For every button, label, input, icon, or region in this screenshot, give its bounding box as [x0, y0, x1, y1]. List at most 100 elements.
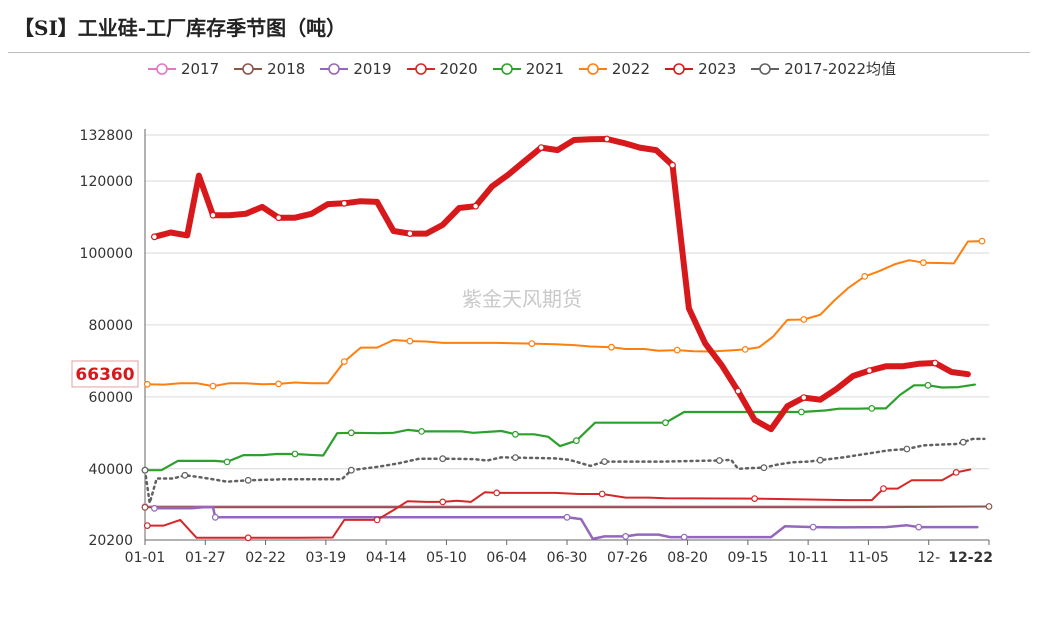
- x-tick-label: 08-20: [667, 550, 708, 566]
- series-point-2021: [924, 381, 932, 389]
- legend-label: 2023: [698, 59, 737, 78]
- series-point-2020: [244, 534, 252, 542]
- series-point-2022: [528, 340, 536, 348]
- x-tick-label: 01-01: [125, 550, 166, 566]
- legend-label: 2022: [611, 59, 651, 78]
- series-point-2022: [978, 237, 986, 245]
- label-layer: 66360: [71, 360, 139, 388]
- legend-swatch-icon: [320, 62, 349, 75]
- series-point-2020: [439, 498, 447, 506]
- series-point-2022: [800, 316, 808, 323]
- series-point-2022: [861, 273, 869, 280]
- series-line-2019: [153, 506, 979, 541]
- x-tick-label: 02-22: [245, 550, 286, 566]
- legend-item-2018[interactable]: 2018: [233, 58, 305, 79]
- series-line-2020: [146, 468, 972, 539]
- legend-swatch-icon: [751, 62, 780, 75]
- title-divider: [8, 52, 1030, 53]
- y-tick-label: 100000: [80, 246, 133, 262]
- series-point-2023: [209, 211, 217, 219]
- series-point-2021: [347, 429, 355, 437]
- chart-title: 【SI】工业硅-工厂库存季节图（吨）: [14, 16, 347, 40]
- series-point-2017-2022: [439, 455, 447, 463]
- x-tick-label: 12-: [917, 550, 940, 566]
- y-tick-label: 20200: [88, 533, 133, 549]
- series-point-2017-2022: [760, 464, 768, 472]
- series-point-2018: [141, 503, 149, 511]
- watermark: 紫金天风期货: [462, 287, 582, 311]
- series-point-2022: [406, 337, 414, 345]
- series-point-2017-2022: [141, 466, 149, 474]
- series-point-2023: [340, 199, 348, 207]
- series-point-2019: [563, 513, 571, 521]
- series-point-2022: [143, 380, 151, 388]
- x-tick-label: 06-30: [547, 550, 588, 566]
- legend-swatch-icon: [147, 62, 176, 75]
- series-point-2023: [472, 202, 480, 210]
- legend-swatch-icon: [492, 62, 521, 75]
- legend-item-2017-2022[interactable]: 2017-2022均值: [750, 58, 896, 79]
- series-point-2019: [211, 513, 219, 521]
- series-point-2017-2022: [347, 466, 355, 474]
- legend-item-2022[interactable]: 2022: [578, 58, 650, 79]
- series-line-2023: [151, 136, 971, 433]
- series-point-2020: [493, 489, 501, 497]
- series-point-2017-2022: [244, 476, 252, 484]
- series-point-2023: [931, 359, 939, 367]
- legend-swatch-icon: [665, 62, 694, 75]
- series-point-2020: [952, 469, 960, 476]
- series-point-2022: [920, 259, 927, 267]
- series-point-2023: [275, 214, 283, 222]
- series-point-2020: [751, 495, 758, 503]
- series-point-2022: [741, 346, 749, 353]
- series-point-2019: [915, 523, 923, 531]
- series-point-2023: [669, 161, 676, 169]
- series-point-2017-2022: [716, 457, 723, 464]
- grid-layer: [145, 134, 989, 470]
- series-point-2023: [734, 387, 742, 395]
- series-point-2021: [223, 458, 231, 466]
- series-point-2018: [985, 503, 993, 510]
- series-point-2017-2022: [601, 458, 608, 466]
- legend-item-2020[interactable]: 2020: [406, 58, 478, 79]
- series-point-2017-2022: [903, 445, 911, 453]
- series-point-2021: [868, 405, 876, 412]
- legend-swatch-icon: [578, 62, 607, 75]
- legend-item-2017[interactable]: 2017: [147, 58, 219, 79]
- x-tick-label: 01-27: [185, 550, 226, 566]
- series-point-2022: [209, 382, 217, 390]
- current-value-label: 66360: [75, 365, 134, 385]
- legend-label: 2019: [353, 59, 392, 78]
- x-tick-label: 05-10: [426, 550, 467, 566]
- series-point-2023: [603, 135, 611, 143]
- legend-label: 2021: [525, 59, 564, 78]
- x-tick-label: 10-11: [788, 550, 829, 566]
- series-point-2020: [373, 516, 381, 524]
- x-tick-label: 09-15: [728, 550, 769, 566]
- series-point-2023: [866, 367, 873, 375]
- series-point-2023: [800, 394, 808, 402]
- series-point-2022: [673, 346, 681, 354]
- series-point-2021: [798, 408, 805, 416]
- series-point-2019: [809, 523, 817, 531]
- legend-label: 2020: [439, 59, 478, 78]
- series-point-2019: [622, 533, 629, 540]
- x-tick-label: 04-14: [366, 550, 407, 566]
- legend-item-2019[interactable]: 2019: [319, 58, 392, 79]
- legend-item-2023[interactable]: 2023: [664, 58, 736, 79]
- x-tick-label: 11-05: [848, 550, 889, 566]
- current-value-box: [71, 360, 139, 388]
- y-tick-label: 40000: [88, 462, 133, 478]
- series-point-2020: [143, 522, 151, 529]
- y-tick-label: 132800: [80, 128, 133, 144]
- series-point-2021: [512, 430, 519, 438]
- series-line-2017-2022: [143, 437, 986, 505]
- series-line-2022: [146, 240, 983, 388]
- x-tick-label: 07-26: [607, 550, 648, 566]
- series-point-2022: [275, 380, 283, 388]
- legend-item-2021[interactable]: 2021: [492, 58, 564, 79]
- legend-swatch-icon: [406, 62, 435, 75]
- series-point-2022: [608, 343, 615, 351]
- series-point-2017-2022: [512, 454, 519, 462]
